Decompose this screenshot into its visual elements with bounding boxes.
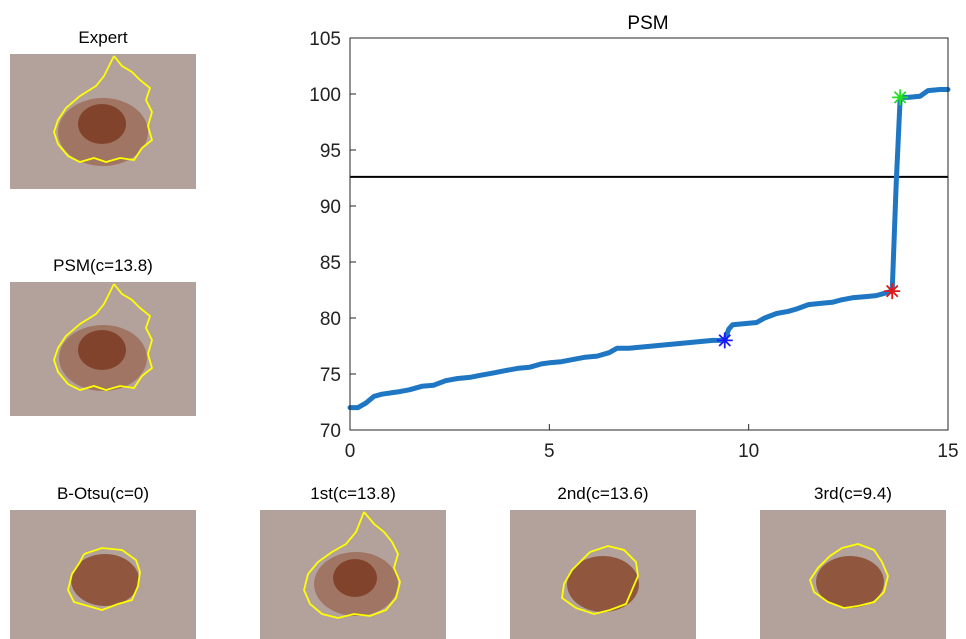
y-tick-label: 70 <box>320 421 341 442</box>
y-tick-label: 75 <box>320 365 341 386</box>
psm-series-line <box>347 87 951 411</box>
red-star-marker <box>884 283 901 300</box>
expert-panel: Expert <box>10 28 196 189</box>
botsu-image <box>10 510 196 639</box>
third-image <box>760 510 946 639</box>
psm-image <box>10 282 196 416</box>
chart-title: PSM <box>627 13 668 34</box>
botsu-panel: B-Otsu(c=0) <box>10 484 196 639</box>
second-image <box>510 510 696 639</box>
x-tick-label: 10 <box>738 441 759 462</box>
expert-image <box>10 54 196 189</box>
y-tick-label: 105 <box>309 29 341 50</box>
psm-panel: PSM(c=13.8) <box>10 256 196 416</box>
expert-title: Expert <box>78 28 128 47</box>
third-title: 3rd(c=9.4) <box>814 484 892 503</box>
second-panel: 2nd(c=13.6) <box>510 484 696 639</box>
first-panel: 1st(c=13.8) <box>260 484 446 639</box>
y-tick-label: 85 <box>320 253 341 274</box>
y-tick-label: 95 <box>320 141 341 162</box>
green-star-marker <box>892 89 909 106</box>
first-title: 1st(c=13.8) <box>310 484 396 503</box>
botsu-title: B-Otsu(c=0) <box>56 484 150 503</box>
x-tick-label: 5 <box>544 441 555 462</box>
psm-title: PSM(c=13.8) <box>53 256 153 275</box>
second-title: 2nd(c=13.6) <box>557 484 649 503</box>
blue-star-marker <box>716 332 733 349</box>
y-tick-label: 100 <box>309 85 341 106</box>
x-tick-label: 15 <box>937 441 958 462</box>
x-tick-label: 0 <box>345 441 356 462</box>
y-tick-label: 90 <box>320 197 341 218</box>
plot-frame <box>349 37 949 431</box>
third-panel: 3rd(c=9.4) <box>760 484 946 639</box>
y-tick-label: 80 <box>320 309 341 330</box>
first-image <box>260 510 446 639</box>
